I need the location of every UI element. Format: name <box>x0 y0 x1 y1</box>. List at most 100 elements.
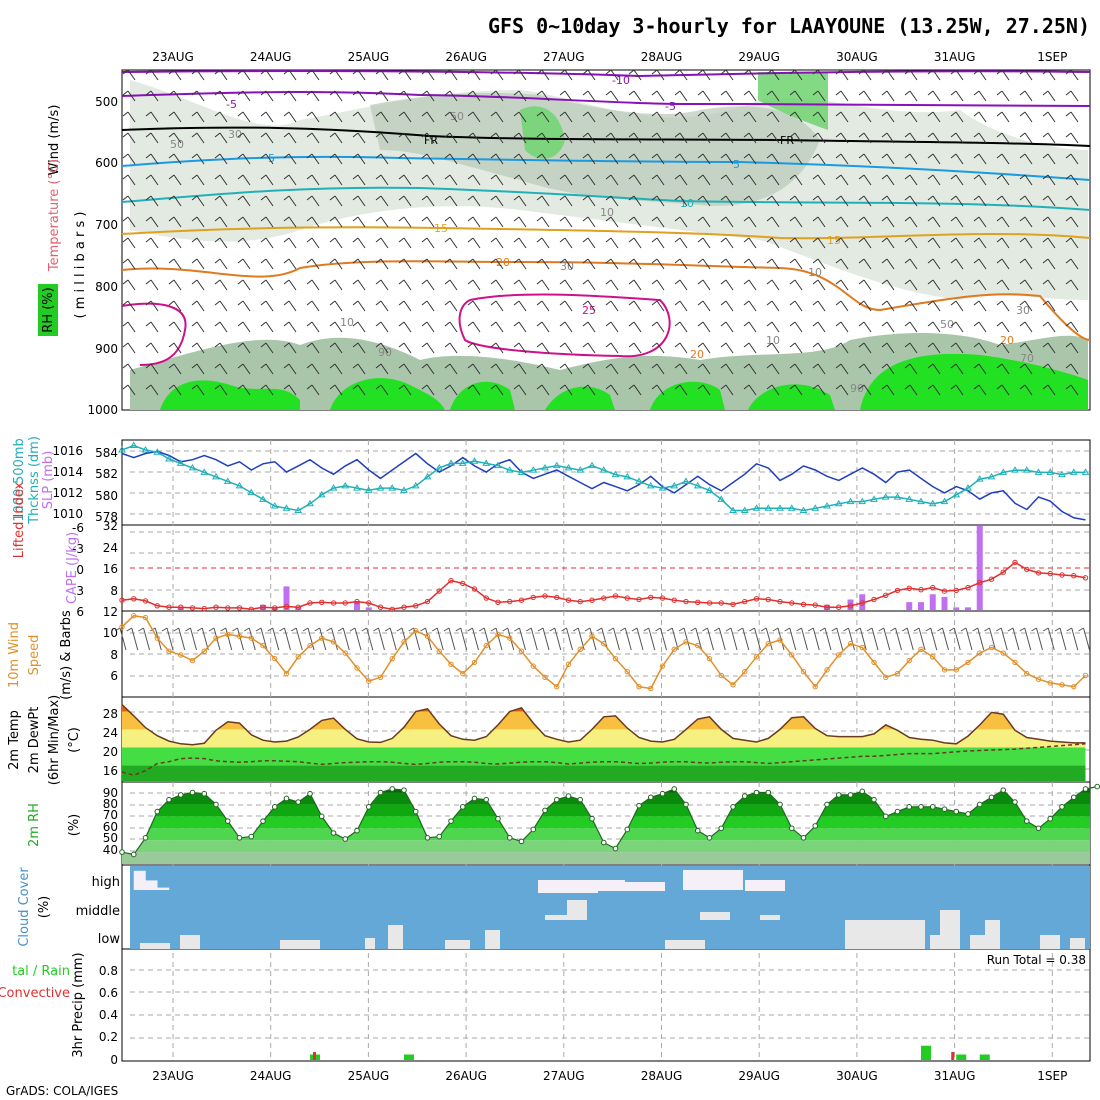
wind-barb <box>352 111 366 123</box>
wind-barb <box>375 69 389 81</box>
thickness-line-point <box>999 468 1008 475</box>
wind-barb <box>283 363 297 375</box>
wind-barb <box>720 258 734 270</box>
rh-shading-green-top <box>520 72 828 159</box>
wind10-line-point <box>789 652 795 658</box>
run-total: Run Total = 0.38 <box>987 953 1086 967</box>
wind-barb <box>789 279 803 291</box>
li-line-point <box>953 587 959 594</box>
wind-barb <box>720 195 734 207</box>
wind-barb <box>214 216 228 228</box>
wind-barb <box>559 321 573 333</box>
wind-barb <box>536 363 550 375</box>
wind-barb <box>605 237 619 249</box>
wind-barb <box>329 363 343 375</box>
cloud-low-block <box>985 920 1000 949</box>
precip-total-legend: tal / Rain <box>12 964 70 979</box>
wind10-barb <box>890 627 902 651</box>
wind10-barb <box>937 627 949 651</box>
isotherm-5 <box>121 155 1091 181</box>
wind-tick-10: 10 <box>103 626 118 640</box>
wind-barb <box>536 384 550 396</box>
wind10-line-point <box>518 648 525 654</box>
rh-point <box>483 796 490 803</box>
wind-barb <box>674 384 688 396</box>
wind-barb <box>283 195 297 207</box>
rh-point <box>224 818 231 824</box>
rh-label-7: 50 <box>450 110 464 123</box>
wind-barb <box>398 321 412 333</box>
wind-barb <box>329 195 343 207</box>
thickness-line-point <box>270 502 279 509</box>
li-line-point <box>178 604 184 610</box>
rh-point <box>812 823 819 829</box>
temp-label-20-b: 20 <box>690 348 704 361</box>
wind-barb <box>1042 195 1056 207</box>
slp-tick-1010: 1010 <box>52 507 83 521</box>
wind-barb <box>444 111 458 123</box>
wind10-barb <box>114 627 127 651</box>
rh-point <box>1023 818 1030 824</box>
temp-label-5-a: 5 <box>268 152 275 165</box>
wind-barb <box>835 300 849 312</box>
wind-barb <box>559 363 573 375</box>
wind-barb <box>467 363 481 375</box>
rh-tick-70: 70 <box>103 808 118 822</box>
wind-barb <box>352 258 366 270</box>
wind-barb <box>973 90 987 102</box>
wind-barb <box>651 216 665 228</box>
wind-barb <box>444 342 458 354</box>
cloud-high-block <box>683 870 743 890</box>
wind-barb <box>260 258 274 270</box>
wind-barb <box>766 321 780 333</box>
rh-point <box>518 838 525 845</box>
li-line-point <box>965 584 971 591</box>
wind-barb <box>996 132 1010 144</box>
wind-barb <box>835 363 849 375</box>
wind-barb <box>858 321 872 333</box>
thickness-line-point <box>153 448 162 455</box>
isotherm-10 <box>121 186 1091 211</box>
wind-barb <box>766 216 780 228</box>
wind-barb <box>444 174 458 186</box>
wind-barb <box>904 132 918 144</box>
thickness-line-point <box>176 459 185 466</box>
wind-barb <box>651 174 665 186</box>
wind-barb <box>191 384 205 396</box>
wind10-line <box>121 614 1087 690</box>
wind10-barb <box>1031 627 1043 651</box>
li-line-point <box>800 601 807 608</box>
wind-barb <box>214 342 228 354</box>
wind-barb <box>628 363 642 375</box>
wind-barb <box>467 174 481 186</box>
wind-barb <box>743 216 757 228</box>
cloud-low-block <box>365 938 375 949</box>
wind-barb <box>881 90 895 102</box>
wind-barb <box>582 69 596 81</box>
wind-barb <box>812 279 826 291</box>
wind-barb <box>536 342 550 354</box>
wind10-barb <box>784 627 797 651</box>
wind-barb <box>352 279 366 291</box>
wind-barb <box>697 111 711 123</box>
wind-barb <box>789 69 803 81</box>
temp-label-minus5-b: -5 <box>665 100 676 113</box>
wind-barb <box>421 111 435 123</box>
wind10-line-point <box>812 683 818 690</box>
thickness-line-point <box>599 466 608 473</box>
isotherm-25 <box>121 293 671 366</box>
wind10-line-point <box>401 639 407 645</box>
wind-barb <box>145 363 159 375</box>
wind-barb <box>352 321 366 333</box>
wind-barb <box>1042 384 1056 396</box>
li-line <box>121 561 1086 611</box>
wind-barb <box>1019 90 1033 102</box>
thickness-line-point <box>200 468 209 475</box>
wind-barb <box>191 111 205 123</box>
wind10-barb <box>196 627 209 651</box>
wind-barb <box>628 69 642 81</box>
wind-barb <box>145 258 159 270</box>
wind10-line-point <box>330 639 337 645</box>
wind-barb <box>237 195 251 207</box>
wind10-barb <box>279 627 291 651</box>
